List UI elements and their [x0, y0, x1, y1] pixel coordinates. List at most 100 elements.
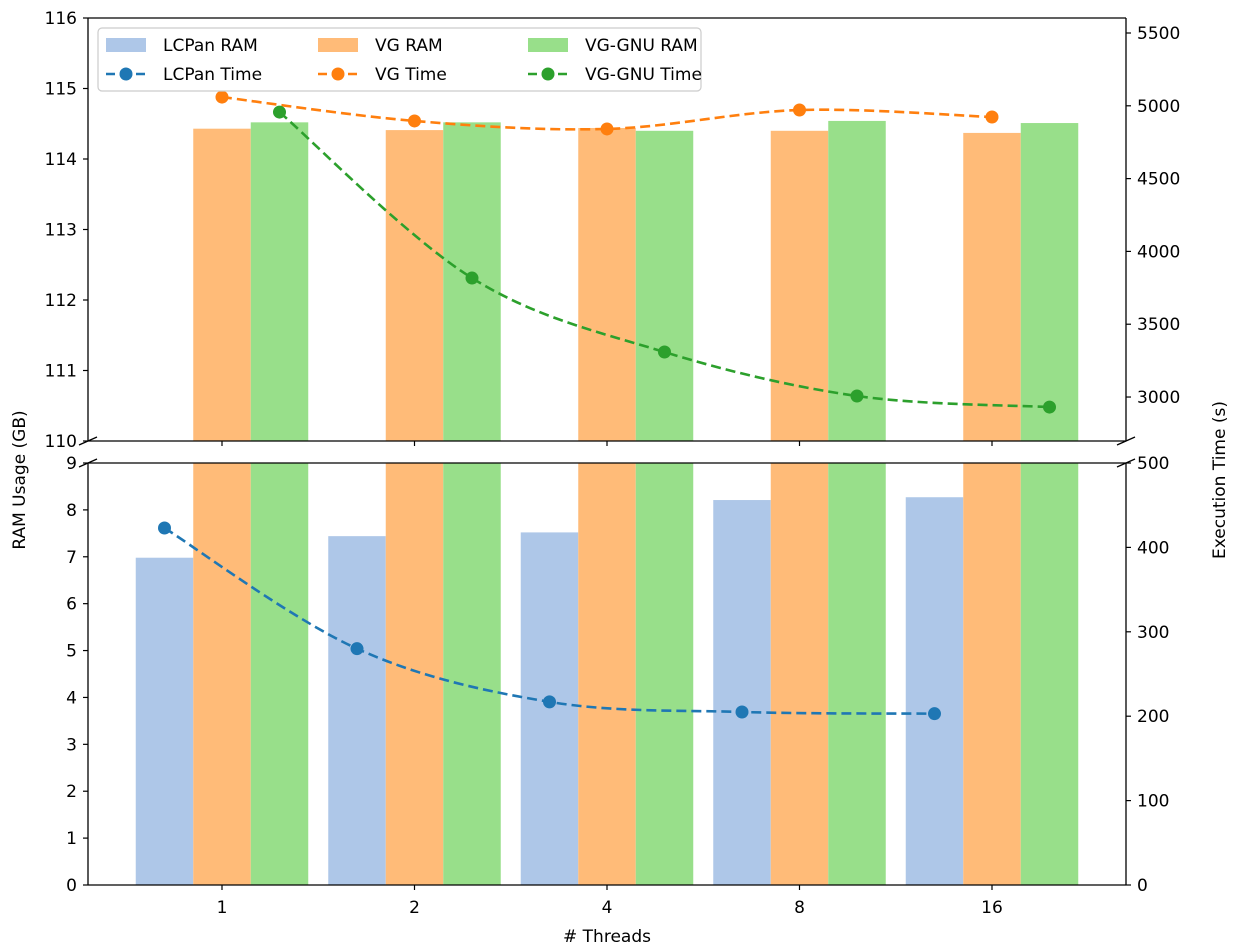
- y-axis-right-title: Execution Time (s): [1210, 401, 1230, 559]
- y-left-tick-label: 0: [66, 876, 77, 896]
- y-right-tick-label: 300: [1137, 623, 1169, 643]
- bar-vg-ram-top: [770, 130, 829, 441]
- lines-layer: [158, 90, 1056, 721]
- y-left-tick-label: 114: [45, 150, 77, 170]
- legend-marker-vg-gnu-time: [541, 67, 555, 81]
- legend-entry-vg-time: VG Time: [318, 65, 447, 85]
- y-left-tick-label: 113: [45, 221, 77, 241]
- y-left-tick-label: 115: [45, 80, 77, 100]
- marker-vg-gnu-time: [658, 345, 671, 359]
- marker-lcpan-time: [735, 705, 749, 719]
- y-left-tick-label: 111: [45, 362, 77, 382]
- lines-top-panel: [215, 90, 1056, 414]
- legend-label-vg-time: VG Time: [375, 65, 447, 85]
- bar-vg-ram-top: [193, 128, 251, 441]
- bar-vg-gnu-ram-top: [635, 130, 694, 441]
- marker-vg-time: [600, 122, 614, 136]
- bar-lcpan-ram: [328, 536, 386, 885]
- marker-vg-gnu-time: [1043, 400, 1056, 414]
- marker-lcpan-time: [158, 521, 171, 535]
- lines-bottom-panel: [158, 521, 941, 721]
- bars-top-panel: [193, 120, 1079, 441]
- y-right-tick-label: 400: [1137, 538, 1169, 558]
- x-tick-label: 2: [409, 898, 420, 918]
- y-right-tick-label: 4000: [1137, 242, 1180, 262]
- marker-vg-time: [408, 114, 421, 128]
- marker-lcpan-time: [350, 642, 364, 656]
- bar-vg-gnu-ram-top: [250, 122, 309, 441]
- legend-entry-vg-gnu-ram: VG-GNU RAM: [528, 36, 698, 56]
- y-left-tick-label: 3: [66, 735, 77, 755]
- y-left-tick-label: 4: [66, 688, 77, 708]
- line-lcpan-time: [163, 526, 935, 715]
- legend-label-lcpan-ram: LCPan RAM: [163, 36, 258, 56]
- legend: LCPan RAM VG RAM VG-GNU RAM LCPan Time VG Ti…: [97, 27, 702, 92]
- y-left-tick-label: 112: [45, 291, 77, 311]
- y-left-tick-label: 5: [66, 642, 77, 662]
- marker-vg-time: [985, 110, 999, 124]
- legend-marker-lcpan-time: [119, 67, 133, 81]
- bar-vg-ram: [578, 463, 636, 885]
- y-axis-left-title: RAM Usage (GB): [10, 410, 30, 549]
- bar-vg-ram: [770, 463, 829, 885]
- bar-vg-ram: [193, 463, 251, 885]
- bar-vg-ram: [963, 463, 1021, 885]
- legend-label-lcpan-time: LCPan Time: [163, 65, 262, 85]
- y-right-tick-label: 3500: [1137, 315, 1180, 335]
- bar-lcpan-ram: [520, 532, 579, 885]
- y-left-tick-label: 6: [66, 595, 77, 615]
- bar-vg-gnu-ram-top: [1020, 123, 1079, 441]
- legend-entry-lcpan-ram: LCPan RAM: [106, 36, 258, 56]
- bar-vg-gnu-ram: [828, 463, 886, 885]
- x-axis-title: # Threads: [563, 927, 651, 947]
- y-left-tick-label: 110: [45, 432, 77, 452]
- bar-vg-ram-top: [385, 130, 444, 441]
- bar-vg-gnu-ram: [1020, 463, 1079, 885]
- y-right-tick-label: 5000: [1137, 97, 1180, 117]
- marker-vg-gnu-time: [850, 389, 864, 403]
- bar-vg-gnu-ram-top: [828, 120, 886, 441]
- y-left-tick-label: 1: [66, 829, 77, 849]
- x-tick-label: 8: [794, 898, 805, 918]
- x-tick-label: 16: [981, 898, 1003, 918]
- axis-break-mark: [1116, 436, 1136, 446]
- legend-swatch-lcpan-ram: [106, 38, 146, 52]
- legend-label-vg-gnu-ram: VG-GNU RAM: [585, 36, 698, 56]
- legend-label-vg-ram: VG RAM: [375, 36, 443, 56]
- x-tick-label: 4: [602, 898, 613, 918]
- bars-bottom-panel: [135, 463, 1079, 885]
- legend-label-vg-gnu-time: VG-GNU Time: [585, 65, 702, 85]
- y-right-tick-label: 0: [1137, 876, 1148, 896]
- marker-lcpan-time: [543, 695, 556, 709]
- marker-vg-time: [793, 103, 806, 117]
- marker-vg-gnu-time: [465, 271, 479, 285]
- y-right-tick-label: 100: [1137, 792, 1169, 812]
- bar-vg-gnu-ram: [635, 463, 694, 885]
- y-right-tick-label: 5500: [1137, 24, 1180, 44]
- y-left-tick-label: 7: [66, 548, 77, 568]
- y-right-tick-label: 500: [1137, 454, 1169, 474]
- bar-lcpan-ram: [713, 500, 771, 885]
- line-vg-gnu-time: [278, 111, 1050, 409]
- legend-entry-vg-gnu-time: VG-GNU Time: [528, 65, 702, 85]
- ticks-layer: 1101111121131141151160123456789300035004…: [45, 9, 1181, 918]
- bar-vg-ram-top: [963, 132, 1021, 441]
- y-right-tick-label: 200: [1137, 707, 1169, 727]
- bar-vg-gnu-ram: [443, 463, 501, 885]
- x-tick-label: 1: [217, 898, 228, 918]
- line-vg-time: [221, 95, 993, 131]
- bar-vg-gnu-ram: [250, 463, 309, 885]
- bar-vg-ram-top: [578, 127, 636, 441]
- marker-vg-time: [215, 90, 229, 104]
- marker-vg-gnu-time: [273, 105, 286, 119]
- bar-lcpan-ram: [135, 557, 194, 885]
- y-left-tick-label: 116: [45, 9, 77, 29]
- legend-swatch-vg-ram: [318, 38, 358, 52]
- legend-entry-lcpan-time: LCPan Time: [106, 65, 262, 85]
- y-right-tick-label: 4500: [1137, 170, 1180, 190]
- legend-swatch-vg-gnu-ram: [528, 38, 568, 52]
- legend-marker-vg-time: [331, 67, 345, 81]
- y-left-tick-label: 9: [66, 454, 77, 474]
- bars-layer: [135, 120, 1079, 885]
